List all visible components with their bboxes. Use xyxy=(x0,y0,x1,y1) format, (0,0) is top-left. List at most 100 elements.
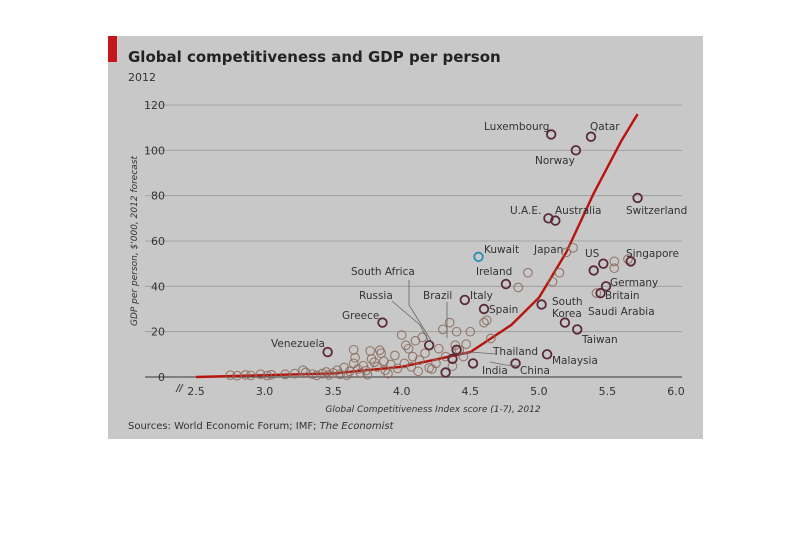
data-point xyxy=(372,361,382,372)
point-label: Switzerland xyxy=(626,205,687,217)
point-label: Greece xyxy=(342,310,379,322)
labeled-point xyxy=(478,303,490,315)
data-point xyxy=(280,369,290,380)
data-point xyxy=(623,254,633,264)
labeled-point xyxy=(625,256,636,267)
data-point xyxy=(317,368,328,379)
labeled-point xyxy=(572,324,583,335)
data-point xyxy=(406,361,417,372)
point-label: Qatar xyxy=(590,121,620,133)
data-point xyxy=(413,366,424,377)
accent-bar xyxy=(108,36,117,62)
leader-line xyxy=(408,280,433,343)
labeled-point xyxy=(459,294,471,306)
point-label: China xyxy=(520,365,550,377)
point-label: Britain xyxy=(605,290,640,302)
x-tick-label: 4.5 xyxy=(462,385,480,398)
axis-break-icon xyxy=(175,383,184,393)
point-label: Korea xyxy=(552,308,582,320)
x-tick-label: 4.0 xyxy=(393,385,411,398)
labeled-point xyxy=(536,299,547,310)
labeled-point xyxy=(559,317,571,328)
data-point xyxy=(298,365,308,376)
point-label: Spain xyxy=(489,304,518,316)
data-point xyxy=(300,367,311,378)
data-point xyxy=(554,267,565,278)
data-point xyxy=(383,368,393,379)
data-point xyxy=(420,348,430,359)
x-axis-label: Global Competitiveness Index score (1-7)… xyxy=(325,405,540,415)
data-point xyxy=(461,339,472,349)
data-point xyxy=(246,370,256,381)
data-point xyxy=(307,369,318,379)
data-point xyxy=(255,369,266,380)
point-label: Japan xyxy=(533,244,563,256)
point-label: Russia xyxy=(359,290,393,302)
point-label: Brazil xyxy=(423,290,452,302)
data-point xyxy=(561,247,572,258)
point-label: South Africa xyxy=(351,266,415,278)
data-point xyxy=(225,370,236,381)
labeled-point xyxy=(588,265,599,276)
data-point xyxy=(396,330,407,340)
labeled-point xyxy=(447,353,458,365)
point-labels: Luxembourg Qatar Norway Switzerland U.A.E. Au… xyxy=(271,121,687,377)
data-point xyxy=(591,288,602,298)
labeled-point xyxy=(451,344,462,356)
data-point xyxy=(451,326,462,337)
labeled-point xyxy=(500,278,512,290)
data-point xyxy=(266,369,277,380)
data-point xyxy=(609,256,620,267)
point-label: Taiwan xyxy=(581,334,618,346)
data-point xyxy=(390,350,400,361)
data-point xyxy=(362,369,373,380)
trend-curve xyxy=(195,113,639,379)
data-point xyxy=(348,344,359,355)
data-point xyxy=(444,317,455,328)
point-label: US xyxy=(585,248,600,260)
x-tick-label: 3.0 xyxy=(256,385,274,398)
data-point xyxy=(523,267,533,278)
point-label: South xyxy=(552,296,583,308)
data-point xyxy=(311,370,322,381)
y-tick-label: 40 xyxy=(151,280,165,293)
data-point xyxy=(438,324,448,335)
labeled-point xyxy=(423,340,435,351)
labeled-point xyxy=(467,358,479,369)
data-points xyxy=(225,129,643,381)
labeled-point xyxy=(595,287,606,299)
labeled-point xyxy=(598,258,609,269)
data-point xyxy=(392,363,403,374)
data-point xyxy=(366,354,377,364)
data-point xyxy=(262,370,273,381)
data-point xyxy=(547,276,558,287)
data-point xyxy=(400,340,411,351)
chart-panel xyxy=(108,36,703,439)
y-tick-label: 20 xyxy=(151,326,165,339)
data-point xyxy=(289,368,300,379)
labeled-point xyxy=(541,349,553,360)
labeled-point xyxy=(550,215,561,226)
labeled-point xyxy=(570,145,582,156)
labeled-point xyxy=(377,317,388,328)
data-point xyxy=(348,358,359,369)
chart-title: Global competitiveness and GDP per perso… xyxy=(128,48,501,66)
data-point xyxy=(321,367,332,377)
data-point xyxy=(433,343,444,354)
data-point xyxy=(365,346,376,356)
labeled-point xyxy=(585,131,597,142)
labeled-point xyxy=(600,281,612,292)
data-point xyxy=(240,370,251,380)
leader-line xyxy=(489,361,521,367)
gridlines xyxy=(145,104,682,378)
point-label: India xyxy=(482,365,508,377)
data-point xyxy=(427,364,437,374)
y-tick-label: 80 xyxy=(151,190,165,203)
point-label: Germany xyxy=(610,277,658,289)
x-tick-label: 3.5 xyxy=(324,385,342,398)
point-label: Singapore xyxy=(626,248,679,260)
y-tick-label: 0 xyxy=(158,371,165,384)
leader-line xyxy=(391,300,429,341)
data-point xyxy=(358,360,369,371)
